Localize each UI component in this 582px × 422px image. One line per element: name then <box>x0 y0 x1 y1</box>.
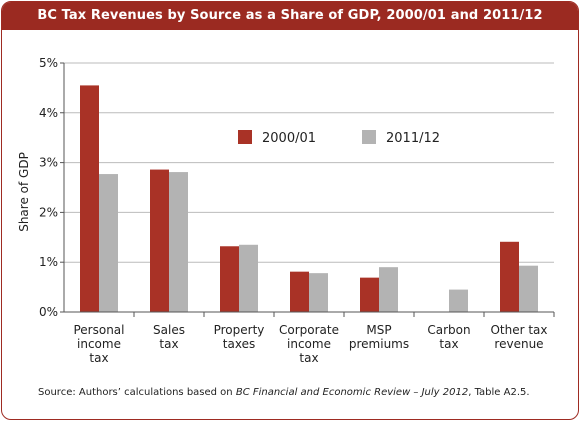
y-tick-label: 0% <box>39 305 58 319</box>
source-italic: BC Financial and Economic Review – July … <box>235 387 469 398</box>
y-tick-label: 4% <box>39 106 58 120</box>
bar-2000-01 <box>150 169 169 312</box>
source-note: Source: Authors’ calculations based on B… <box>38 387 530 398</box>
y-axis-label: Share of GDP <box>17 152 31 232</box>
y-tick-label: 1% <box>39 255 58 269</box>
bar-2011-12 <box>379 267 398 312</box>
x-tick-label: Property taxes <box>214 323 265 351</box>
x-tick-labels: Personal income tax Sales tax Property taxes Co… <box>73 323 547 365</box>
y-tick-label: 2% <box>39 205 58 219</box>
bar-2000-01 <box>500 241 519 312</box>
legend: 2000/01 2011/12 <box>238 130 440 146</box>
bar-2011-12 <box>449 289 468 312</box>
y-tick-label: 3% <box>39 156 58 170</box>
legend-swatch <box>238 130 252 144</box>
axes <box>60 62 555 317</box>
bar-2000-01 <box>80 85 99 312</box>
legend-label: 2000/01 <box>262 131 316 146</box>
x-tick-label: Corporate income tax <box>279 323 339 365</box>
x-tick-label: Personal income tax <box>73 323 124 365</box>
chart-title: BC Tax Revenues by Source as a Share of … <box>2 2 578 30</box>
x-tick-label: Other tax revenue <box>490 323 547 351</box>
bar-2011-12 <box>99 174 118 312</box>
y-tick-label: 5% <box>39 56 58 70</box>
bar-chart: 0% 1% 2% 3% 4% 5% Personal income tax Sales tax Pr… <box>17 56 555 365</box>
bar-2011-12 <box>309 273 328 312</box>
y-tick-labels: 0% 1% 2% 3% 4% 5% <box>39 56 58 319</box>
x-tick-label: Carbon tax <box>427 323 470 351</box>
bar-2000-01 <box>290 271 309 312</box>
bar-2000-01 <box>220 246 239 312</box>
bars <box>80 85 538 312</box>
legend-swatch <box>362 130 376 144</box>
legend-label: 2011/12 <box>386 131 440 146</box>
bar-2000-01 <box>360 277 379 312</box>
bar-2011-12 <box>519 265 538 312</box>
gridlines <box>64 62 554 263</box>
x-tick-label: Sales tax <box>153 323 185 351</box>
source-suffix: , Table A2.5. <box>468 387 530 398</box>
bar-2011-12 <box>169 172 188 312</box>
bar-2011-12 <box>239 244 258 312</box>
x-tick-label: MSP premiums <box>349 323 409 351</box>
source-prefix: Source: Authors’ calculations based on <box>38 387 236 398</box>
